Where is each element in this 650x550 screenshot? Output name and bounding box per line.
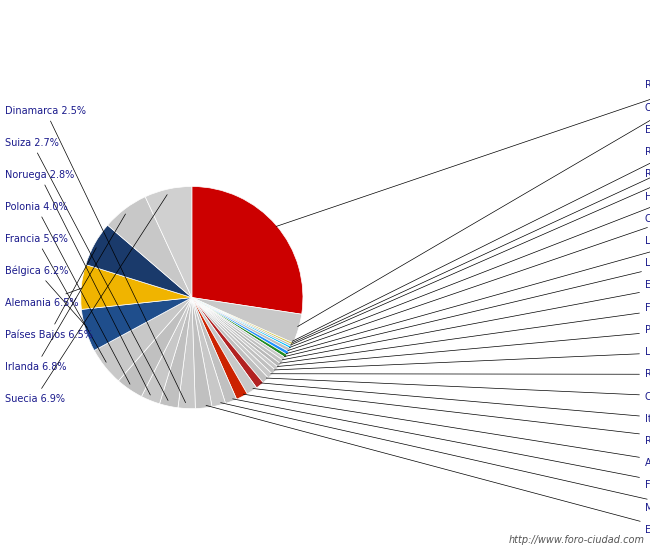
Wedge shape xyxy=(192,298,226,407)
Wedge shape xyxy=(118,298,192,397)
Wedge shape xyxy=(192,298,237,403)
Wedge shape xyxy=(192,298,283,364)
Text: Dinamarca 2.5%: Dinamarca 2.5% xyxy=(5,106,186,403)
Wedge shape xyxy=(192,298,287,358)
Wedge shape xyxy=(192,298,289,355)
Wedge shape xyxy=(192,298,247,399)
Text: Francia 5.6%: Francia 5.6% xyxy=(5,234,106,362)
Text: Lituania 0.7%: Lituania 0.7% xyxy=(274,347,650,370)
Text: Filipinas 0.6%: Filipinas 0.6% xyxy=(280,302,650,363)
Wedge shape xyxy=(81,298,192,350)
Text: Reino Unido 27.4%: Reino Unido 27.4% xyxy=(276,80,650,227)
Wedge shape xyxy=(192,298,212,409)
Text: Otros 4.3%: Otros 4.3% xyxy=(298,103,650,327)
Wedge shape xyxy=(192,186,303,314)
Text: Hungría 0.5%: Hungría 0.5% xyxy=(289,191,650,348)
Text: Suiza 2.7%: Suiza 2.7% xyxy=(5,138,168,400)
Text: República Checa 1.6%: República Checa 1.6% xyxy=(253,388,650,446)
Text: Bélgica 6.2%: Bélgica 6.2% xyxy=(5,265,87,327)
Wedge shape xyxy=(192,298,285,361)
Text: Austria 1.7%: Austria 1.7% xyxy=(243,394,650,468)
Text: China 0.5%: China 0.5% xyxy=(288,214,650,350)
Text: Italia 1.2%: Italia 1.2% xyxy=(261,383,650,424)
Wedge shape xyxy=(192,298,272,378)
Wedge shape xyxy=(192,298,291,351)
Wedge shape xyxy=(192,298,268,383)
Text: Noruega 2.8%: Noruega 2.8% xyxy=(5,170,150,395)
Wedge shape xyxy=(192,298,263,388)
Text: Marruecos 2.0%: Marruecos 2.0% xyxy=(221,403,650,513)
Text: Letonia 0.5%: Letonia 0.5% xyxy=(284,258,650,356)
Wedge shape xyxy=(142,298,192,404)
Wedge shape xyxy=(145,186,192,298)
Wedge shape xyxy=(108,197,192,298)
Text: Estonia 0.6%: Estonia 0.6% xyxy=(282,280,650,360)
Text: Estepona - Turistas extranjeros según país - Abril de 2024: Estepona - Turistas extranjeros según pa… xyxy=(113,14,537,31)
Text: EEUU 2.4%: EEUU 2.4% xyxy=(206,405,650,535)
Wedge shape xyxy=(192,298,281,367)
Text: http://www.foro-ciudad.com: http://www.foro-ciudad.com xyxy=(509,535,645,545)
Text: Alemania 6.5%: Alemania 6.5% xyxy=(5,288,82,307)
Text: Suecia 6.9%: Suecia 6.9% xyxy=(5,195,167,404)
Text: Polonia 4.0%: Polonia 4.0% xyxy=(5,202,130,384)
Wedge shape xyxy=(86,225,192,298)
Text: Finlandia 1.7%: Finlandia 1.7% xyxy=(233,399,650,491)
Wedge shape xyxy=(192,298,292,346)
Wedge shape xyxy=(192,298,257,394)
Wedge shape xyxy=(192,298,302,343)
Wedge shape xyxy=(178,298,196,409)
Text: Rusia 0.8%: Rusia 0.8% xyxy=(271,369,650,379)
Wedge shape xyxy=(94,298,192,381)
Text: Rumanía 0.3%: Rumanía 0.3% xyxy=(291,169,650,345)
Wedge shape xyxy=(159,298,192,408)
Text: Países Bajos 6.5%: Países Bajos 6.5% xyxy=(5,248,96,340)
Text: Canadá 1.0%: Canadá 1.0% xyxy=(266,378,650,402)
Wedge shape xyxy=(192,298,278,371)
Wedge shape xyxy=(81,265,192,310)
Text: República Eslovaca 0.3%: República Eslovaca 0.3% xyxy=(291,147,650,343)
Text: Portugal 0.6%: Portugal 0.6% xyxy=(277,325,650,366)
Text: Luxemburgo 0.5%: Luxemburgo 0.5% xyxy=(286,236,650,354)
Wedge shape xyxy=(192,298,276,374)
Wedge shape xyxy=(192,298,293,345)
Text: Emiratos Árabes Unidos 0.3%: Emiratos Árabes Unidos 0.3% xyxy=(292,125,650,341)
Text: Irlanda 6.8%: Irlanda 6.8% xyxy=(5,214,125,372)
Wedge shape xyxy=(192,298,291,349)
